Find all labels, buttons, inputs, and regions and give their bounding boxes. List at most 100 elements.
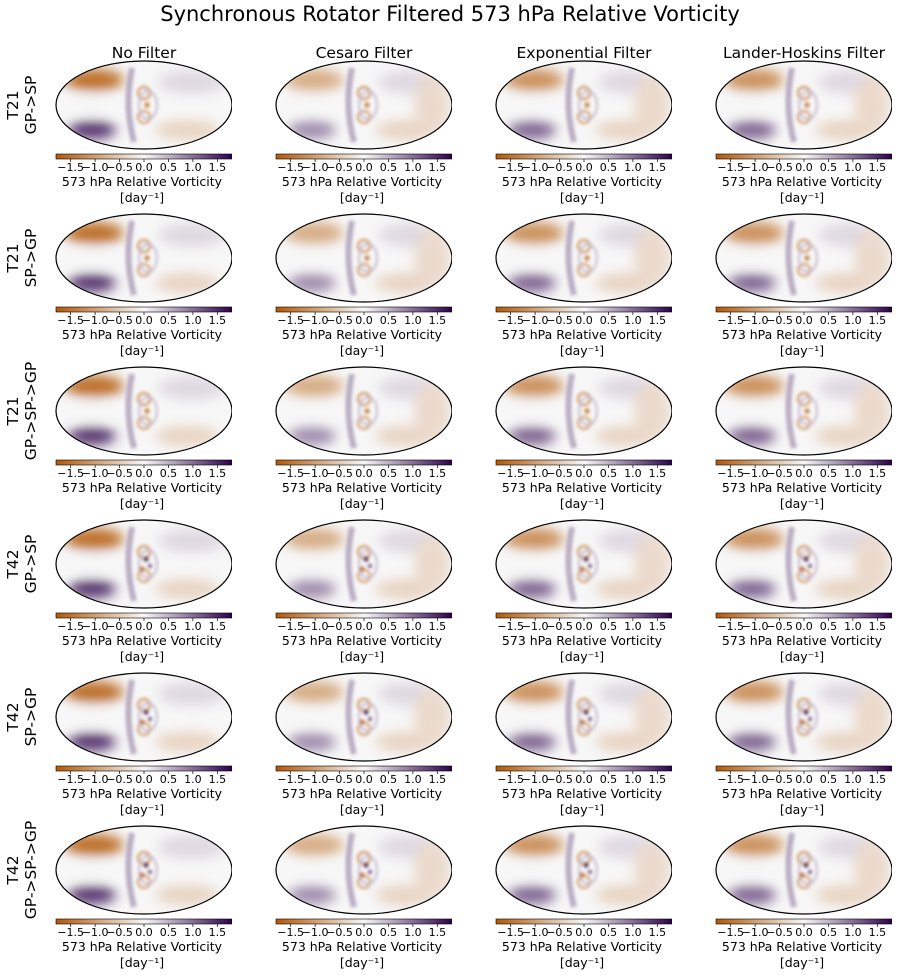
- colorbar-tick-label: 0.0: [135, 773, 153, 784]
- row-resolution: T21: [4, 396, 22, 426]
- colorbar-tick-label: −1.0: [522, 773, 549, 784]
- colorbar-tick-label: 0.0: [795, 926, 813, 937]
- colorbar-tick-label: −0.5: [766, 620, 793, 631]
- colorbar-tick-label: −1.5: [57, 773, 84, 784]
- colorbar-units: [day⁻¹]: [779, 802, 825, 817]
- colorbar-tick-label: −0.5: [106, 926, 133, 937]
- colorbar-tick-label: 1.5: [869, 773, 887, 784]
- colorbar-label: 573 hPa Relative Vorticity: [721, 633, 883, 648]
- colorbar-tick-label: 0.0: [575, 314, 593, 325]
- colorbar-tick-label: 1.0: [184, 926, 202, 937]
- vorticity-field: [716, 826, 892, 914]
- vorticity-field: [276, 520, 452, 608]
- colorbar-tick-label: 0.5: [160, 161, 178, 172]
- colorbar-tick-label: −1.5: [717, 620, 744, 631]
- colorbar-units: [day⁻¹]: [779, 955, 825, 970]
- colorbar-tick-label: 1.0: [624, 314, 642, 325]
- colorbar-tick-label: −1.0: [82, 467, 109, 478]
- colorbar-label: 573 hPa Relative Vorticity: [721, 786, 883, 801]
- colorbar: [275, 918, 452, 925]
- colorbar-tick-label: −0.5: [766, 773, 793, 784]
- row-label: T42 GP->SP: [4, 484, 44, 644]
- colorbar-tick-label: 0.0: [135, 620, 153, 631]
- colorbar-tick-label: −0.5: [766, 467, 793, 478]
- colorbar-tick-label: −1.0: [742, 467, 769, 478]
- colorbar-tick-label: 1.5: [649, 467, 667, 478]
- map-panel: −1.5 −1.0 −0.5 0.0 0.5 1.0 1.5 573 hPa Relative…: [492, 825, 672, 977]
- colorbar-tick-label: 1.5: [429, 620, 447, 631]
- colorbar-tick-label: 1.5: [209, 314, 227, 325]
- mollweide-map: −1.5−1.0−0.5 0.0 0.5 1.0 1.5: [715, 519, 892, 631]
- colorbar-tick-label: 0.0: [795, 773, 813, 784]
- colorbar-label: 573 hPa Relative Vorticity: [281, 327, 443, 342]
- colorbar: [495, 765, 672, 772]
- colorbar-tick-label: 0.5: [380, 773, 398, 784]
- map-panel: −1.5 −1.0 −0.5 0.0 0.5 1.0 1.5 573 hPa Relative…: [52, 60, 232, 212]
- map-panel: −1.5 −1.0 −0.5 0.0 0.5 1.0 1.5 573 hPa Relative…: [712, 366, 892, 518]
- colorbar: [495, 153, 672, 160]
- map-panel: −1.5 −1.0 −0.5 0.0 0.5 1.0 1.5 573 hPa Relative…: [272, 366, 452, 518]
- colorbar-tick-label: 0.0: [575, 467, 593, 478]
- colorbar-tick-label: −0.5: [546, 926, 573, 937]
- colorbar-tick-label: −1.0: [82, 161, 109, 172]
- colorbar-tick-label: −0.5: [766, 314, 793, 325]
- colorbar-tick-label: −1.5: [277, 314, 304, 325]
- colorbar-units: [day⁻¹]: [119, 190, 165, 205]
- colorbar-tick-label: −0.5: [766, 926, 793, 937]
- vorticity-field: [276, 673, 452, 761]
- colorbar-tick-label: 1.0: [184, 467, 202, 478]
- colorbar: [715, 765, 892, 772]
- colorbar-tick-label: 1.5: [649, 926, 667, 937]
- colorbar-tick-label: 1.5: [649, 314, 667, 325]
- row-label: T21 SP->GP: [4, 178, 44, 338]
- colorbar: [275, 612, 452, 619]
- colorbar-tick-label: 0.0: [575, 161, 593, 172]
- map-panel: −1.5 −1.0 −0.5 0.0 0.5 1.0 1.5 573 hPa Relative…: [272, 213, 452, 365]
- column-title: No Filter: [111, 44, 177, 62]
- colorbar-tick-label: 0.5: [820, 467, 838, 478]
- colorbar-tick-label: 1.5: [429, 314, 447, 325]
- colorbar-tick-label: −1.0: [302, 467, 329, 478]
- colorbar-tick-label: −0.5: [106, 773, 133, 784]
- row-transform: SP->GP: [22, 687, 40, 747]
- colorbar-tick-label: −1.5: [497, 926, 524, 937]
- mollweide-map: −1.5−1.0−0.5 0.0 0.5 1.0 1.5: [495, 825, 672, 937]
- mollweide-map: −1.5−1.0−0.5 0.0 0.5 1.0 1.5: [495, 672, 672, 784]
- colorbar: [715, 918, 892, 925]
- vorticity-field: [496, 61, 672, 149]
- colorbar-tick-label: −0.5: [326, 314, 353, 325]
- colorbar-tick-label: 0.0: [795, 620, 813, 631]
- colorbar-tick-label: 0.0: [795, 467, 813, 478]
- colorbar-label: 573 hPa Relative Vorticity: [281, 174, 443, 189]
- map-panel: −1.5 −1.0 −0.5 0.0 0.5 1.0 1.5 573 hPa Relative…: [272, 672, 452, 824]
- mollweide-map: −1.5−1.0−0.5 0.0 0.5 1.0 1.5: [275, 672, 452, 784]
- colorbar-tick-label: 0.0: [795, 314, 813, 325]
- colorbar: [715, 153, 892, 160]
- colorbar-tick-label: −0.5: [546, 620, 573, 631]
- colorbar-tick-label: 1.0: [844, 161, 862, 172]
- vorticity-field: [56, 520, 232, 608]
- colorbar-units: [day⁻¹]: [119, 802, 165, 817]
- colorbar-tick-label: −1.5: [497, 620, 524, 631]
- colorbar: [495, 612, 672, 619]
- colorbar-tick-label: 0.5: [600, 314, 618, 325]
- colorbar-tick-label: 0.5: [820, 926, 838, 937]
- colorbar-label: 573 hPa Relative Vorticity: [281, 633, 443, 648]
- colorbar-tick-label: −1.0: [742, 926, 769, 937]
- row-label: T21 GP->SP: [4, 25, 44, 185]
- colorbar-tick-label: −1.0: [302, 773, 329, 784]
- mollweide-map: −1.5−1.0−0.5 0.0 0.5 1.0 1.5: [495, 519, 672, 631]
- colorbar-tick-label: 1.5: [429, 926, 447, 937]
- colorbar-label: 573 hPa Relative Vorticity: [61, 786, 223, 801]
- colorbar-tick-label: 1.5: [869, 467, 887, 478]
- colorbar: [495, 918, 672, 925]
- colorbar-tick-label: −1.0: [522, 467, 549, 478]
- colorbar-tick-label: −1.5: [717, 161, 744, 172]
- colorbar: [275, 459, 452, 466]
- map-panel: −1.5 −1.0 −0.5 0.0 0.5 1.0 1.5 573 hPa Relative…: [492, 213, 672, 365]
- row-resolution: T42: [4, 855, 22, 885]
- colorbar-label: 573 hPa Relative Vorticity: [61, 939, 223, 954]
- map-panel: −1.5 −1.0 −0.5 0.0 0.5 1.0 1.5 573 hPa Relative…: [712, 60, 892, 212]
- colorbar: [55, 306, 232, 313]
- colorbar-tick-label: 0.5: [600, 773, 618, 784]
